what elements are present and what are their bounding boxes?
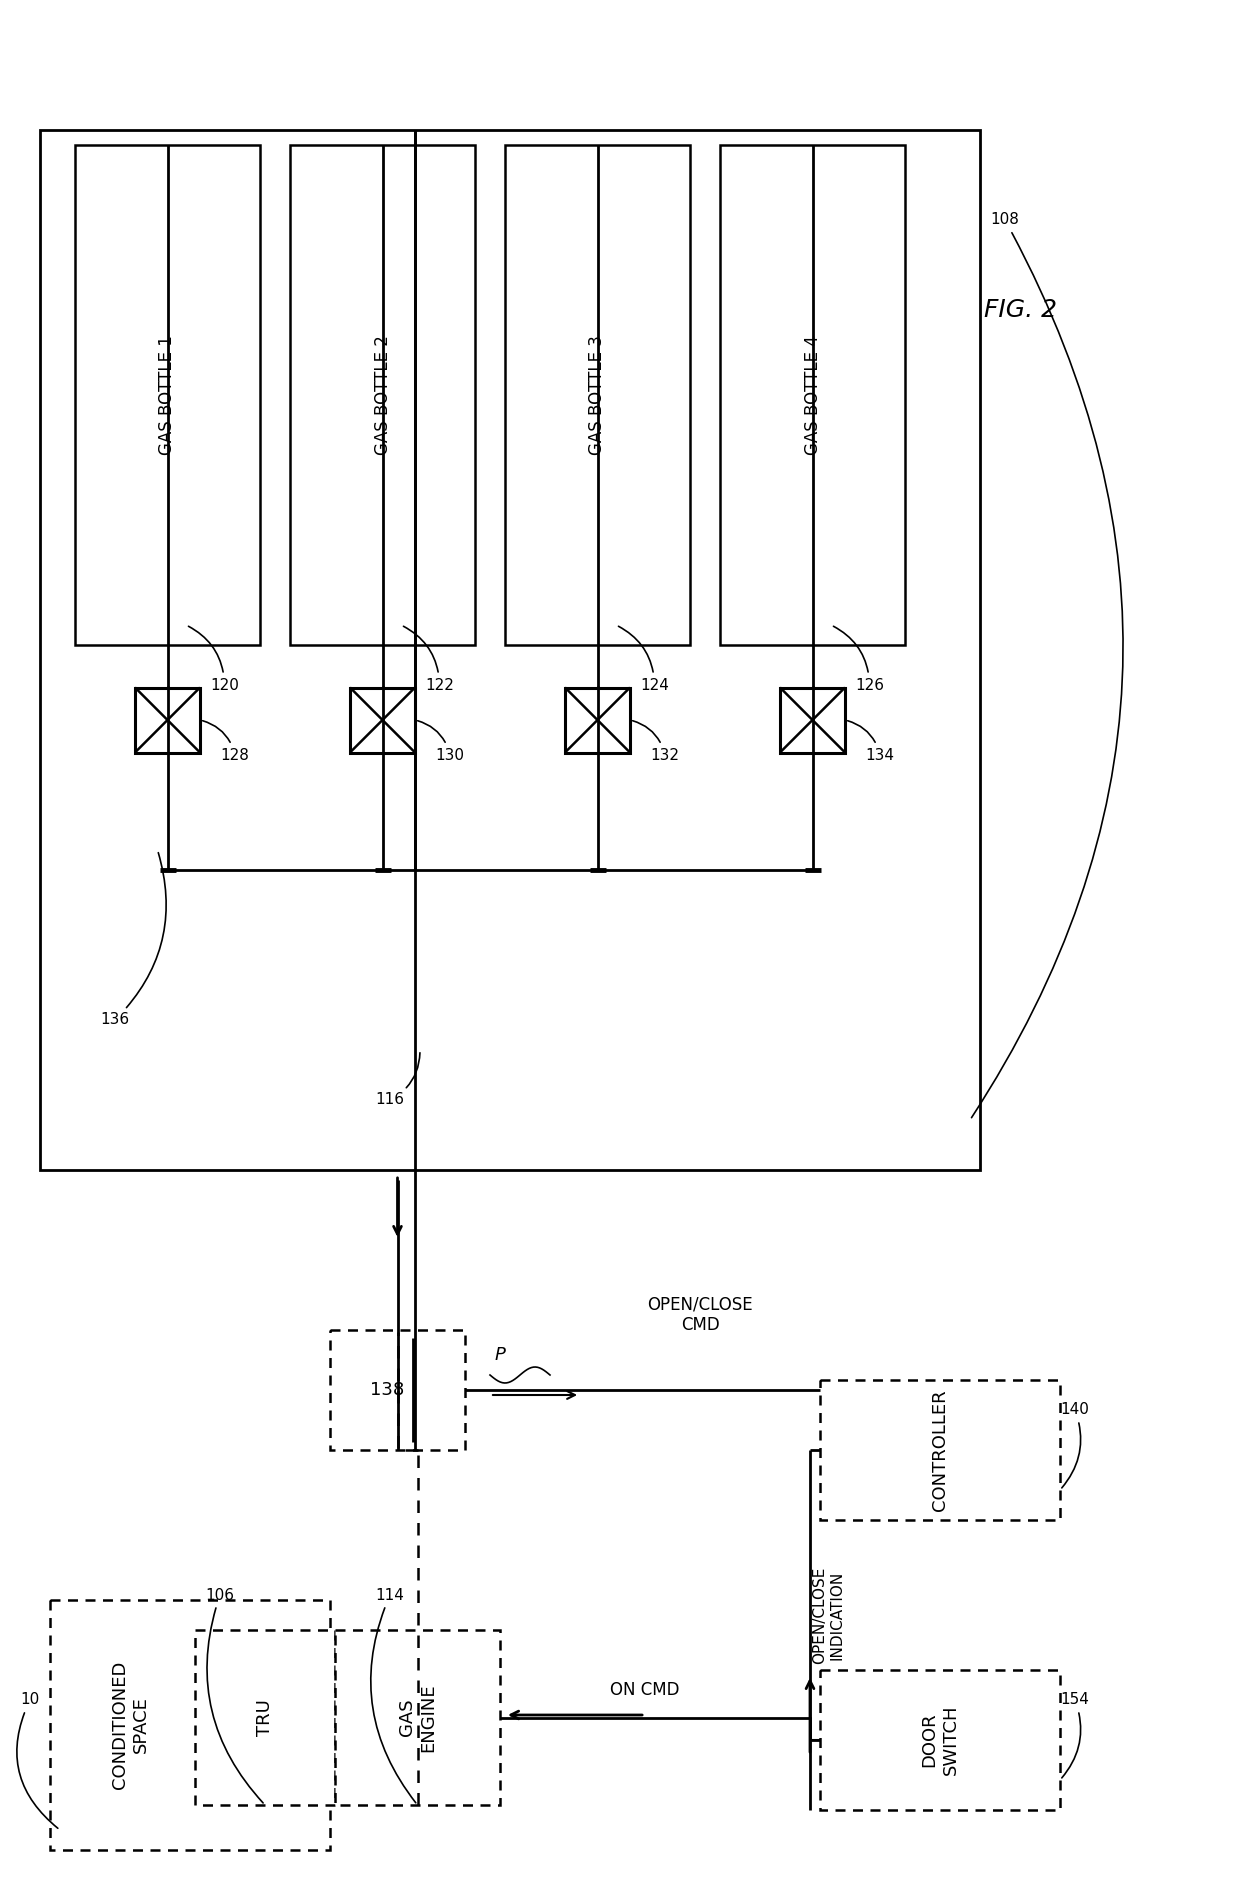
- Text: 126: 126: [833, 626, 884, 692]
- Bar: [780, 688, 844, 753]
- Bar: [74, 146, 260, 645]
- Bar: [330, 1329, 465, 1450]
- Text: ON CMD: ON CMD: [610, 1681, 680, 1698]
- Text: GAS BOTTLE 1: GAS BOTTLE 1: [159, 335, 176, 456]
- Bar: [720, 146, 905, 645]
- Text: 114: 114: [371, 1588, 415, 1802]
- Bar: [135, 688, 200, 753]
- Text: OPEN/CLOSE
CMD: OPEN/CLOSE CMD: [647, 1295, 753, 1335]
- Bar: [195, 1630, 335, 1806]
- Text: 132: 132: [632, 720, 680, 762]
- Text: GAS
ENGINE: GAS ENGINE: [398, 1683, 436, 1751]
- Bar: [50, 1600, 330, 1849]
- Text: CONTROLLER: CONTROLLER: [931, 1390, 949, 1511]
- Text: CONDITIONED
SPACE: CONDITIONED SPACE: [110, 1660, 149, 1789]
- Bar: [505, 146, 689, 645]
- Text: GAS BOTTLE 3: GAS BOTTLE 3: [589, 335, 606, 456]
- Bar: [290, 146, 475, 645]
- Text: 138: 138: [371, 1380, 404, 1399]
- Text: FIG. 2: FIG. 2: [983, 299, 1056, 321]
- Bar: [350, 688, 415, 753]
- Text: 106: 106: [206, 1588, 263, 1802]
- Text: 120: 120: [188, 626, 239, 692]
- Bar: [40, 130, 980, 1171]
- Text: 136: 136: [100, 853, 166, 1027]
- Text: 108: 108: [971, 212, 1123, 1118]
- Text: TRU: TRU: [255, 1698, 274, 1736]
- Text: 10: 10: [17, 1692, 58, 1829]
- Text: 128: 128: [202, 720, 249, 762]
- Text: 134: 134: [848, 720, 894, 762]
- Bar: [820, 1380, 1060, 1520]
- Text: 116: 116: [376, 1053, 420, 1108]
- Text: GAS BOTTLE 2: GAS BOTTLE 2: [373, 335, 392, 456]
- Text: GAS BOTTLE 4: GAS BOTTLE 4: [804, 335, 821, 456]
- Bar: [820, 1670, 1060, 1810]
- Text: 140: 140: [1060, 1403, 1090, 1488]
- Text: P: P: [495, 1346, 506, 1363]
- Text: 124: 124: [619, 626, 668, 692]
- Bar: [565, 688, 630, 753]
- Text: 122: 122: [403, 626, 454, 692]
- Text: 130: 130: [418, 720, 465, 762]
- Text: OPEN/CLOSE
INDICATION: OPEN/CLOSE INDICATION: [812, 1566, 844, 1664]
- Text: DOOR
SWITCH: DOOR SWITCH: [920, 1706, 960, 1776]
- Bar: [335, 1630, 500, 1806]
- Text: 154: 154: [1060, 1692, 1090, 1778]
